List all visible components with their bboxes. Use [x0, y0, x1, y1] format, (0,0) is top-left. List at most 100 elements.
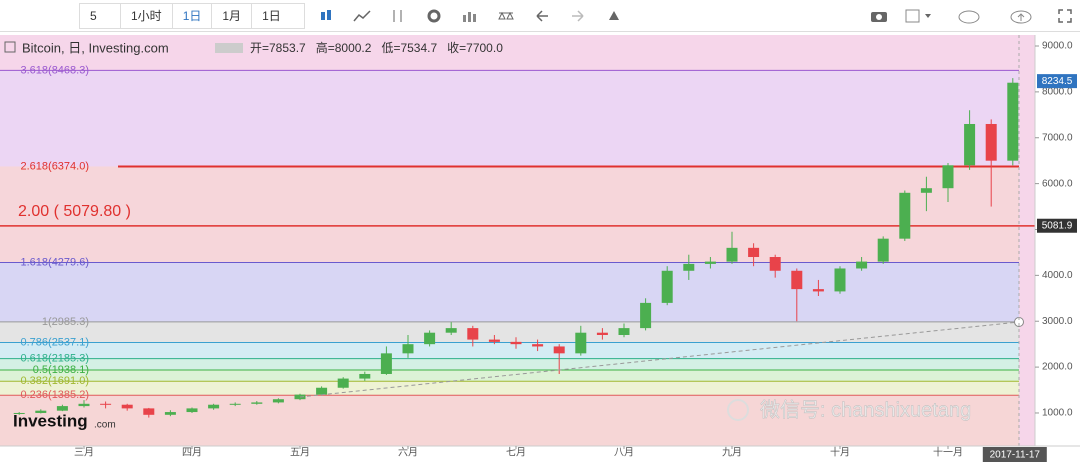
price-label: 8234.5 [1042, 76, 1073, 87]
y-tick-label: 6000.0 [1042, 178, 1073, 189]
candle-body [337, 378, 349, 388]
y-tick-label: 9000.0 [1042, 41, 1073, 52]
ohlc-value: 开=7853.7 [250, 41, 306, 55]
fullscreen-icon[interactable] [1050, 4, 1080, 28]
candle-body [683, 263, 695, 271]
candle-body [424, 332, 436, 345]
fib-label: 0.236(1385.2) [21, 389, 90, 401]
fib-label: 0.786(2537.1) [21, 336, 90, 348]
fib-label: 1(2985.3) [42, 316, 89, 328]
candle-body [812, 289, 824, 292]
candle-body [1007, 82, 1019, 161]
interval-dropdown[interactable]: 1日 [251, 2, 306, 29]
candle-body [985, 123, 997, 161]
indicator-icon[interactable] [347, 4, 377, 28]
trend-line [299, 321, 1020, 398]
undo-icon[interactable] [527, 4, 557, 28]
ohlc-value: 收=7700.0 [447, 41, 503, 55]
candle-body [510, 341, 522, 345]
logo-suffix: .com [94, 420, 116, 431]
candle-body [272, 399, 284, 403]
wechat-icon [727, 399, 749, 421]
fib-label: 0.382(1691.0) [21, 375, 90, 387]
icon [958, 10, 980, 23]
candle-body [942, 165, 954, 189]
fib-label: 2.618(6374.0) [21, 160, 90, 172]
candle-body [791, 270, 803, 290]
candle-body [359, 373, 371, 379]
candle-body [618, 328, 630, 335]
fib-band [0, 342, 1019, 359]
candle-body [920, 188, 932, 193]
candle-body [229, 403, 241, 405]
interval-button[interactable]: 1小时 [120, 2, 173, 29]
icon [871, 11, 887, 22]
chart-title: Bitcoin, 日, Investing.com [22, 40, 169, 55]
settings-icon[interactable] [419, 4, 449, 28]
candle-body [143, 408, 155, 415]
fib-band [0, 381, 1019, 396]
logo: Investing [13, 411, 88, 430]
collapse-icon[interactable] [4, 41, 16, 53]
candle-body [640, 302, 652, 329]
x-tick-label: 九月 [722, 447, 742, 459]
candle-body [704, 261, 716, 264]
icon [463, 11, 477, 22]
candle-body [575, 332, 587, 354]
fib-label: 0.5(1938.1) [33, 364, 89, 376]
x-tick-label: 十月 [830, 446, 850, 459]
fib-band [0, 321, 1019, 343]
camera-icon[interactable] [864, 4, 894, 28]
alert-icon[interactable] [599, 4, 629, 28]
x-tick-label: 八月 [614, 447, 634, 459]
candle-body [35, 410, 47, 413]
candle-body [208, 404, 220, 409]
ohlc-legend: 开=7853.7 高=8000.2 低=7534.7 收=7700.0 [250, 40, 503, 55]
study-icon[interactable] [455, 4, 485, 28]
x-tick-label: 六月 [398, 447, 418, 459]
price-label: 5081.9 [1042, 220, 1073, 231]
candle-body [856, 261, 868, 269]
candle-body [100, 403, 112, 405]
fib-band [0, 70, 1019, 167]
fib-band [0, 395, 1019, 446]
redo-icon[interactable] [563, 4, 593, 28]
icon [321, 9, 332, 20]
interval-input[interactable]: 5 [79, 2, 121, 29]
candle-body [56, 406, 68, 411]
candle-body [186, 408, 198, 413]
candle-body [899, 192, 911, 239]
candle-body [402, 344, 414, 354]
compare-icon[interactable] [491, 4, 521, 28]
ohlc-value: 低=7534.7 [381, 41, 437, 55]
candle-body [121, 404, 133, 409]
layout-icon[interactable] [900, 4, 940, 28]
fib-label: 3.618(8468.3) [21, 64, 90, 76]
draw-icon[interactable] [383, 4, 413, 28]
icon [427, 9, 441, 22]
candle-body [748, 247, 760, 258]
candle-body [726, 247, 738, 262]
cloud-save-icon[interactable] [998, 4, 1044, 28]
candle-body [316, 387, 328, 395]
y-tick-label: 8000.0 [1042, 87, 1073, 98]
candle-body [964, 123, 976, 166]
toolbar: 5 1小时 1日 1月 1日 [0, 0, 1080, 32]
annotation-label: 2.00 ( 5079.80 ) [18, 203, 131, 220]
interval-button[interactable]: 1月 [211, 2, 253, 29]
candle-icon[interactable] [311, 4, 341, 28]
cloud-load-icon[interactable] [946, 4, 992, 28]
candle-body [488, 339, 500, 342]
x-tick-label: 十一月 [933, 446, 963, 459]
price-box [1037, 74, 1077, 89]
y-tick-label: 1000.0 [1042, 408, 1073, 419]
candle-body [596, 332, 608, 335]
y-tick-label: 3000.0 [1042, 316, 1073, 327]
ohlc-value: 高=8000.2 [316, 40, 372, 55]
candle-body [467, 328, 479, 340]
candle-body [164, 412, 176, 415]
candles [13, 78, 1019, 418]
y-tick-label: 2000.0 [1042, 362, 1073, 373]
